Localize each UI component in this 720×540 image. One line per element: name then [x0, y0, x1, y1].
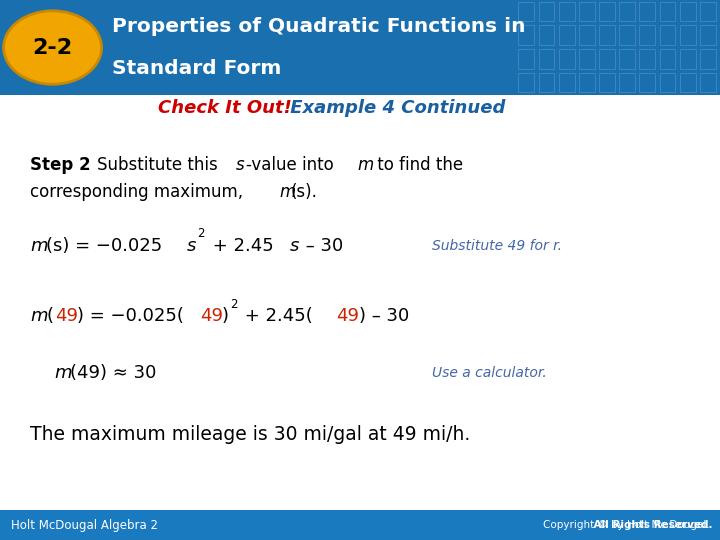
Bar: [539, 2, 554, 21]
Text: ): ): [222, 307, 229, 325]
Text: Check It Out!: Check It Out!: [158, 99, 292, 117]
Bar: [599, 49, 615, 69]
Bar: [0, 0, 720, 95]
Bar: [539, 73, 554, 92]
Text: Step 2: Step 2: [30, 156, 91, 174]
Bar: [599, 73, 615, 92]
Text: corresponding maximum,: corresponding maximum,: [30, 183, 248, 201]
Bar: [619, 49, 635, 69]
Text: ) – 30: ) – 30: [359, 307, 409, 325]
Text: Holt McDougal Algebra 2: Holt McDougal Algebra 2: [11, 518, 158, 532]
Bar: [680, 2, 696, 21]
Bar: [599, 25, 615, 45]
Bar: [619, 2, 635, 21]
Text: s: s: [289, 237, 299, 255]
Text: + 2.45: + 2.45: [207, 237, 274, 255]
Text: Copyright © by Holt Mc Dougal.: Copyright © by Holt Mc Dougal.: [543, 520, 713, 530]
Bar: [518, 25, 534, 45]
Text: + 2.45(: + 2.45(: [239, 307, 312, 325]
Text: s: s: [187, 237, 197, 255]
Text: to find the: to find the: [372, 156, 463, 174]
Bar: [518, 73, 534, 92]
Bar: [660, 73, 675, 92]
Circle shape: [4, 11, 102, 84]
Bar: [579, 73, 595, 92]
Text: 49: 49: [200, 307, 223, 325]
Bar: [619, 73, 635, 92]
Text: All Rights Reserved.: All Rights Reserved.: [580, 520, 713, 530]
Text: s: s: [235, 156, 244, 174]
Text: (s).: (s).: [290, 183, 317, 201]
Text: 2: 2: [230, 298, 238, 310]
Text: ) = −0.025(: ) = −0.025(: [77, 307, 184, 325]
Bar: [660, 49, 675, 69]
Bar: [660, 25, 675, 45]
Text: m: m: [30, 237, 48, 255]
Bar: [518, 49, 534, 69]
Bar: [700, 25, 716, 45]
Bar: [0, 510, 720, 540]
Text: Use a calculator.: Use a calculator.: [432, 366, 546, 380]
Bar: [559, 49, 575, 69]
Text: Example 4 Continued: Example 4 Continued: [284, 99, 505, 117]
Bar: [559, 73, 575, 92]
Text: Substitute 49 for r.: Substitute 49 for r.: [432, 239, 562, 253]
Text: (: (: [46, 307, 53, 325]
Text: 2-2: 2-2: [32, 37, 73, 58]
Bar: [599, 2, 615, 21]
Text: Substitute this: Substitute this: [97, 156, 223, 174]
Text: m: m: [358, 156, 374, 174]
Bar: [680, 25, 696, 45]
Bar: [639, 49, 655, 69]
Text: -value into: -value into: [246, 156, 339, 174]
Bar: [700, 73, 716, 92]
Bar: [579, 25, 595, 45]
Bar: [700, 49, 716, 69]
Text: The maximum mileage is 30 mi/gal at 49 mi/h.: The maximum mileage is 30 mi/gal at 49 m…: [30, 425, 470, 444]
Bar: [539, 25, 554, 45]
Bar: [579, 49, 595, 69]
Text: (s) = −0.025: (s) = −0.025: [46, 237, 162, 255]
Text: m: m: [279, 183, 296, 201]
Bar: [559, 2, 575, 21]
Bar: [639, 2, 655, 21]
Bar: [619, 25, 635, 45]
Bar: [680, 49, 696, 69]
Text: 2: 2: [197, 227, 204, 240]
Bar: [700, 2, 716, 21]
Text: 49: 49: [336, 307, 359, 325]
Text: Properties of Quadratic Functions in: Properties of Quadratic Functions in: [112, 17, 525, 36]
Text: m: m: [30, 307, 48, 325]
Bar: [579, 2, 595, 21]
Bar: [639, 73, 655, 92]
Bar: [539, 49, 554, 69]
Bar: [639, 25, 655, 45]
Bar: [660, 2, 675, 21]
Bar: [680, 73, 696, 92]
Text: (49) ≈ 30: (49) ≈ 30: [70, 363, 156, 382]
Text: Standard Form: Standard Form: [112, 59, 281, 78]
Bar: [559, 25, 575, 45]
Text: m: m: [54, 363, 71, 382]
Bar: [518, 2, 534, 21]
Text: – 30: – 30: [300, 237, 343, 255]
Text: 49: 49: [55, 307, 78, 325]
